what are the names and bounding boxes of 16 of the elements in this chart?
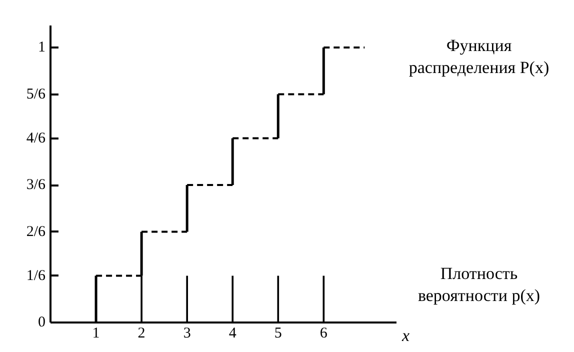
x-tick-label: 4 [228,326,237,342]
y-tick-label: 3/6 [26,177,46,193]
y-tick-label: 1/6 [26,268,46,284]
text: Функция распределения P(x) [408,35,550,79]
y-tick-label: 0 [38,314,46,330]
y-tick-label: 1 [38,40,46,56]
x-tick-label: 1 [92,326,100,342]
text: Плотность вероятности p(x) [416,263,542,307]
x-tick-label: 2 [138,326,146,342]
y-tick-label: 4/6 [26,130,46,146]
x-axis-title: x [402,325,410,347]
y-tick-label: 5/6 [26,86,46,102]
x-tick-label: 5 [274,326,282,342]
y-tick-label: 2/6 [26,224,46,240]
x-tick-label: 6 [320,326,328,342]
x-tick-label: 3 [183,326,191,342]
